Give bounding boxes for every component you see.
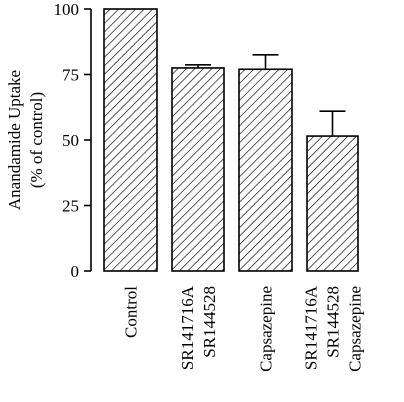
- bars-group: [103, 8, 359, 272]
- category-labels-group: Control SR141716A SR144528 Capsazepine SR141…: [122, 285, 365, 372]
- bar: [171, 67, 225, 272]
- y-tick-label: 25: [62, 197, 79, 216]
- y-tick-label: 100: [54, 0, 80, 19]
- y-axis: 0 25 50 75 100: [54, 0, 92, 281]
- error-bars-group: [185, 54, 346, 137]
- category-label: SR144528: [324, 286, 343, 358]
- category-label: SR141716A: [302, 285, 321, 370]
- bar: [306, 135, 359, 272]
- y-tick-label: 0: [71, 262, 80, 281]
- category-label: SR141716A: [178, 285, 197, 370]
- category-label: SR144528: [200, 286, 219, 358]
- category-label: Capsazepine: [257, 286, 276, 372]
- bar: [103, 8, 158, 272]
- y-axis-label-line-1: Anandamide Uptake: [5, 70, 24, 210]
- bar: [238, 68, 293, 272]
- category-label: Capsazepine: [346, 286, 365, 372]
- category-label: Control: [122, 286, 141, 338]
- y-axis-label-line-2: (% of control): [27, 92, 46, 188]
- y-tick-label: 50: [62, 131, 79, 150]
- y-tick-label: 75: [62, 66, 79, 85]
